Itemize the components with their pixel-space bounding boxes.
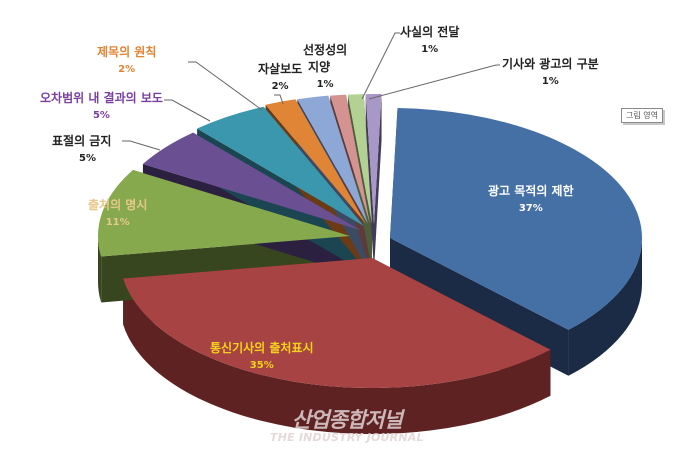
label-sensationalism: 선정성의 지양 1% <box>303 42 347 93</box>
pie-slice-tops <box>98 94 643 389</box>
label-name: 통신기사의 출처표시 <box>210 341 314 355</box>
slice-top-6 <box>297 95 368 224</box>
label-pct: 11% <box>105 217 130 228</box>
watermark-korean: 산업종합저널 <box>291 408 403 432</box>
label-name: 광고 목적의 제한 <box>488 184 574 198</box>
label-name: 사실의 전달 <box>400 25 460 39</box>
label-plagiarism: 표절의 금지 5% <box>52 133 111 167</box>
label-margin-of-error: 오차범위 내 결과의 보도 5% <box>40 90 163 124</box>
slice-top-8 <box>347 94 372 224</box>
watermark-english: THE INDUSTRY JOURNAL <box>270 431 424 444</box>
plot-area-tooltip: 그림 영역 <box>621 108 663 123</box>
label-name: 오차범위 내 결과의 보도 <box>40 91 163 105</box>
watermark: 산업종합저널 THE INDUSTRY JOURNAL <box>270 408 424 444</box>
label-ad-separation: 기사와 광고의 구분 1% <box>502 56 599 90</box>
label-pct: 5% <box>79 153 96 164</box>
label-name-line2: 지양 <box>308 60 331 74</box>
label-pct: 5% <box>92 110 110 121</box>
slice-top-2 <box>98 169 351 257</box>
label-pct: 2% <box>271 81 289 92</box>
label-name: 자살보도 <box>258 62 303 76</box>
label-name: 표절의 금지 <box>52 134 112 148</box>
label-name: 선정성의 <box>303 43 348 57</box>
label-ad-purpose: 광고 목적의 제한 37% <box>488 183 574 217</box>
label-source-citation: 출처의 명시 11% <box>88 197 147 231</box>
label-pct: 37% <box>518 203 543 214</box>
slice-top-9 <box>365 94 382 224</box>
label-pct: 1% <box>316 79 334 90</box>
label-pct: 1% <box>421 44 439 55</box>
slice-top-3 <box>142 132 360 230</box>
label-wire-source: 통신기사의 출처표시 35% <box>210 340 314 374</box>
label-name: 출처의 명시 <box>88 198 148 212</box>
leader-lines <box>122 32 500 151</box>
label-pct: 1% <box>541 76 559 87</box>
slice-top-0 <box>390 108 643 330</box>
slice-top-7 <box>330 94 370 225</box>
slice-top-5 <box>265 99 366 224</box>
slice-top-1 <box>123 258 551 389</box>
label-headline-principle: 제목의 원칙 2% <box>97 44 156 78</box>
label-name: 제목의 원칙 <box>97 45 157 59</box>
label-pct: 35% <box>249 360 274 371</box>
slice-top-4 <box>197 106 364 226</box>
slice-side-9 <box>365 94 382 270</box>
label-pct: 2% <box>118 64 136 75</box>
label-suicide-report: 자살보도 2% <box>258 61 302 95</box>
label-name: 기사와 광고의 구분 <box>502 57 599 71</box>
label-fact-delivery: 사실의 전달 1% <box>400 24 459 58</box>
